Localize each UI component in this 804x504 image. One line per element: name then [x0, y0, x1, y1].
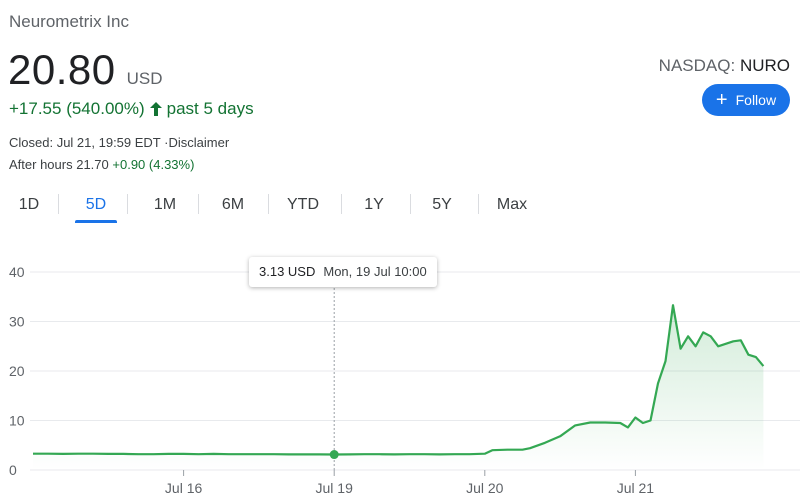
hover-point	[329, 450, 339, 460]
exchange-name: NASDAQ:	[658, 56, 736, 75]
tab-separator	[127, 194, 128, 214]
tab-1m[interactable]: 1M	[143, 185, 187, 223]
range-tabs: 1D 5D 1M 6M YTD 1Y 5Y Max	[0, 185, 560, 223]
x-tick-label: Jul 19	[316, 480, 354, 496]
after-hours-label: After hours	[9, 157, 73, 172]
y-tick-label: 30	[9, 314, 25, 330]
plus-icon: +	[715, 89, 728, 111]
x-tick-label: Jul 21	[617, 480, 655, 496]
tab-separator	[478, 194, 479, 214]
tooltip-value: 3.13 USD	[259, 264, 316, 279]
separator-dot: ·	[164, 135, 169, 150]
tab-5d[interactable]: 5D	[75, 185, 117, 223]
follow-button[interactable]: + Follow	[702, 84, 790, 116]
tab-label: 1Y	[364, 196, 384, 213]
tab-label: 6M	[221, 196, 245, 213]
arrow-up-icon	[149, 102, 162, 116]
after-hours-info: After hours 21.70 +0.90 (4.33%)	[9, 157, 194, 172]
chart-tooltip: 3.13 USD Mon, 19 Jul 10:00	[249, 257, 437, 287]
y-tick-label: 0	[9, 462, 17, 478]
tab-label: 1D	[18, 196, 40, 213]
x-tick-label: Jul 20	[466, 480, 504, 496]
after-hours-change: +0.90 (4.33%)	[112, 157, 195, 172]
tooltip-date: Mon, 19 Jul 10:00	[323, 264, 427, 279]
tab-separator	[341, 194, 342, 214]
tab-max[interactable]: Max	[490, 185, 534, 223]
x-tick-label: Jul 16	[165, 480, 203, 496]
price-change: +17.55 (540.00%)	[9, 99, 145, 118]
tab-label: YTD	[287, 196, 319, 213]
company-name: Neurometrix Inc	[9, 12, 129, 31]
tab-separator	[410, 194, 411, 214]
change-period: past 5 days	[166, 99, 254, 118]
current-price: 20.80	[8, 46, 116, 93]
y-tick-label: 40	[9, 264, 25, 280]
tab-ytd[interactable]: YTD	[280, 185, 326, 223]
price-change-row: +17.55 (540.00%) past 5 days	[9, 99, 254, 119]
tab-1y[interactable]: 1Y	[352, 185, 396, 223]
tab-separator	[198, 194, 199, 214]
tab-6m[interactable]: 6M	[211, 185, 255, 223]
tab-label: 5Y	[432, 196, 452, 213]
tab-5y[interactable]: 5Y	[420, 185, 464, 223]
y-tick-label: 20	[9, 363, 25, 379]
closed-time: Closed: Jul 21, 19:59 EDT	[9, 135, 161, 150]
tab-label: Max	[496, 196, 528, 213]
series-line	[33, 304, 765, 456]
exchange-ticker: NASDAQ: NURO	[659, 56, 790, 76]
after-hours-price: 21.70	[76, 157, 109, 172]
tab-separator	[58, 194, 59, 214]
tab-separator	[268, 194, 269, 214]
tab-label: 1M	[153, 196, 177, 213]
closed-info: Closed: Jul 21, 19:59 EDT ·Disclaimer	[9, 135, 229, 150]
series-area	[33, 305, 764, 470]
follow-label: Follow	[735, 92, 777, 108]
currency-label: USD	[126, 69, 163, 88]
ticker-symbol: NURO	[739, 56, 790, 75]
tab-label: 5D	[85, 196, 107, 213]
price-row: 20.80 USD	[8, 46, 163, 94]
disclaimer-link[interactable]: Disclaimer	[168, 135, 230, 150]
y-tick-label: 10	[9, 413, 25, 429]
tab-1d[interactable]: 1D	[8, 185, 50, 223]
